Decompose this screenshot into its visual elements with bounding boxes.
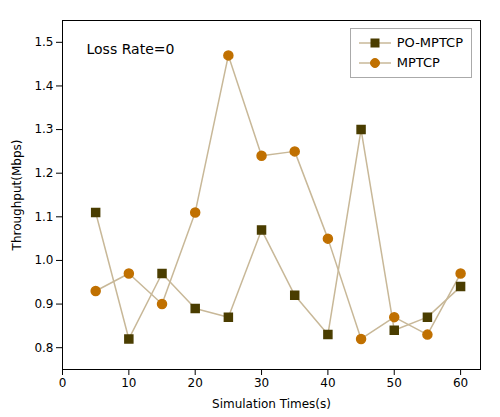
svg-text:20: 20: [188, 376, 203, 390]
svg-text:1.2: 1.2: [34, 166, 53, 180]
svg-text:0: 0: [59, 376, 67, 390]
svg-text:1.0: 1.0: [34, 253, 53, 267]
svg-text:40: 40: [320, 376, 335, 390]
svg-text:1.4: 1.4: [34, 79, 53, 93]
svg-text:0.9: 0.9: [34, 297, 53, 311]
svg-text:Simulation Times(s): Simulation Times(s): [212, 397, 331, 411]
svg-text:Loss Rate=0: Loss Rate=0: [87, 41, 175, 57]
svg-text:50: 50: [387, 376, 402, 390]
svg-text:1.3: 1.3: [34, 122, 53, 136]
svg-text:1.5: 1.5: [34, 35, 53, 49]
svg-text:0.8: 0.8: [34, 341, 53, 355]
svg-text:10: 10: [121, 376, 136, 390]
svg-text:60: 60: [453, 376, 468, 390]
html-text:PO-MPTCP: PO-MPTCP: [396, 35, 463, 50]
svg-text:1.1: 1.1: [34, 210, 53, 224]
html-text:MPTCP: MPTCP: [396, 55, 440, 70]
svg-text:30: 30: [254, 376, 269, 390]
svg-text:Throughput(Mbps): Throughput(Mbps): [10, 140, 24, 252]
